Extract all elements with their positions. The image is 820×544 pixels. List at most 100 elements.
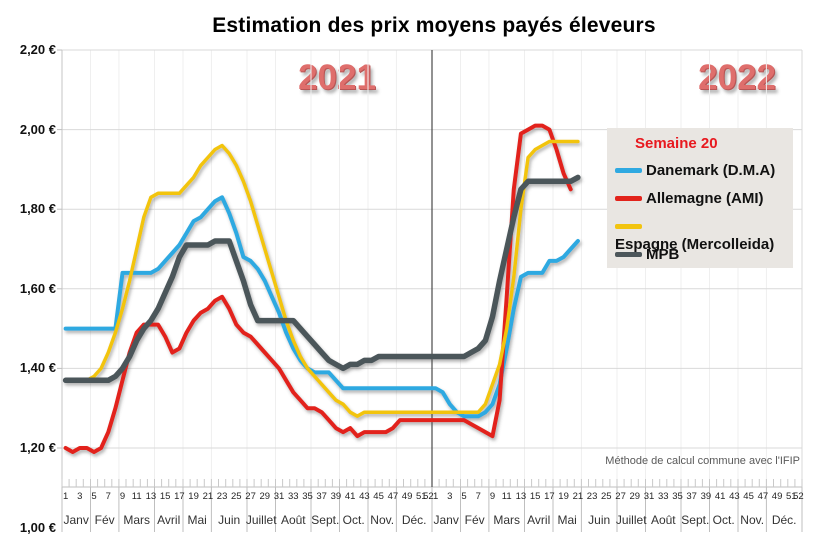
- month-label: Juin: [588, 513, 611, 527]
- legend-line-swatch-icon: [615, 224, 642, 230]
- week-number-label: 11: [131, 491, 142, 502]
- week-number-label: 17: [544, 491, 555, 502]
- week-number-label: 47: [757, 491, 769, 502]
- week-number-label: 45: [743, 491, 754, 502]
- week-number-label: 41: [714, 491, 726, 502]
- week-number-label: 31: [643, 491, 655, 502]
- week-number-label: 5: [461, 491, 467, 502]
- week-number-label: 33: [288, 491, 299, 502]
- legend-item-danemark-d-m-a: Danemark (D.M.A): [615, 162, 775, 184]
- week-number-label: 43: [359, 491, 370, 502]
- month-label: Fév: [464, 513, 485, 527]
- month-label: Mars: [493, 513, 521, 527]
- week-number-label: 21: [202, 491, 214, 502]
- week-number-label: 35: [302, 491, 313, 502]
- week-number-label: 37: [316, 491, 327, 502]
- legend-title-week: Semaine 20: [635, 135, 718, 152]
- week-number-label: 52: [793, 491, 804, 502]
- month-separators: [61, 487, 803, 532]
- month-label: Fév: [94, 513, 115, 527]
- week-number-label: 31: [273, 491, 285, 502]
- week-number-label: 39: [700, 491, 712, 502]
- month-label: Août: [280, 513, 306, 527]
- week-number-label: 52: [423, 491, 434, 502]
- week-number-label: 7: [105, 491, 111, 502]
- month-label: Janv: [63, 513, 89, 527]
- week-number-label: 19: [558, 491, 569, 502]
- y-axis-tick-label: 1,80 €: [19, 201, 56, 217]
- y-axis-tick-label: 2,20 €: [19, 42, 56, 57]
- legend-line-swatch-icon: [615, 168, 642, 174]
- legend-item-label: Danemark (D.M.A): [646, 162, 776, 180]
- week-number-label: 15: [159, 491, 171, 502]
- week-number-label: 45: [373, 491, 384, 502]
- series-line-mpb: [62, 174, 581, 384]
- legend-box: Semaine 20 Danemark (D.M.A) Allemagne (AM…: [607, 128, 793, 268]
- y-axis-tick-label: 1,20 €: [19, 440, 56, 455]
- week-number-label: 29: [629, 491, 641, 502]
- month-label: Mai: [187, 513, 207, 527]
- week-number-label: 19: [188, 491, 199, 502]
- week-number-label: 1: [62, 491, 69, 502]
- week-number-label: 5: [91, 491, 97, 502]
- week-number-label: 23: [216, 491, 228, 502]
- month-label: Avril: [157, 513, 181, 527]
- week-number-label: 15: [529, 491, 541, 502]
- chart-title: Estimation des prix moyens payés éleveur…: [212, 14, 656, 37]
- legend-item-label: MPB: [646, 246, 680, 264]
- week-number-label: 9: [489, 491, 496, 502]
- week-number-label: 51: [786, 491, 797, 502]
- series-lines: [62, 123, 581, 454]
- legend-line-swatch-icon: [615, 196, 642, 202]
- month-label: Juin: [218, 513, 241, 527]
- week-number-label: 13: [145, 491, 157, 502]
- month-label: Nov.: [740, 513, 765, 527]
- month-label: Nov.: [370, 513, 395, 527]
- week-number-label: 49: [771, 491, 783, 502]
- week-number-label: 25: [601, 491, 612, 502]
- week-number-label: 39: [330, 491, 342, 502]
- month-label: Août: [650, 513, 676, 527]
- series-line-danemark-d-m-a: [63, 195, 580, 419]
- week-number-label: 41: [344, 491, 356, 502]
- month-label: Oct.: [712, 513, 735, 527]
- legend-item-label: Espagne (Mercolleida): [615, 236, 775, 254]
- month-label: Juillet: [245, 513, 277, 527]
- month-gridlines: [90, 50, 767, 487]
- month-label: Déc.: [771, 513, 797, 527]
- month-label: Oct.: [342, 513, 365, 527]
- month-label: Juillet: [615, 513, 647, 527]
- plot-area: [57, 49, 803, 532]
- week-number-label: 47: [387, 491, 399, 502]
- week-number-label: 29: [259, 491, 271, 502]
- month-label: Déc.: [401, 513, 427, 527]
- week-number-label: 27: [245, 491, 256, 502]
- month-label: Avril: [527, 513, 551, 527]
- week-ticks: [61, 479, 803, 487]
- week-number-label: 17: [174, 491, 185, 502]
- legend-item-label: Allemagne (AMI): [646, 190, 764, 208]
- week-number-label: 1: [432, 491, 439, 502]
- week-number-label: 51: [416, 491, 427, 502]
- legend-item-allemagne-ami: Allemagne (AMI): [615, 190, 764, 212]
- week-number-label: 21: [572, 491, 584, 502]
- y-axis-tick-label: 1,00 €: [19, 519, 56, 535]
- month-label: Mars: [123, 513, 151, 527]
- legend-item-espagne-mercolleida: Espagne (Mercolleida): [615, 218, 793, 253]
- week-number-label: 49: [401, 491, 413, 502]
- week-number-label: 23: [586, 491, 598, 502]
- week-number-label: 37: [686, 491, 697, 502]
- week-number-label: 3: [77, 491, 83, 502]
- week-number-label: 11: [501, 491, 512, 502]
- week-number-label: 13: [515, 491, 527, 502]
- week-number-label: 27: [615, 491, 626, 502]
- y-axis-tick-label: 2,00 €: [19, 121, 56, 137]
- week-number-label: 9: [119, 491, 126, 502]
- week-number-label: 3: [447, 491, 453, 502]
- week-number-label: 7: [475, 491, 481, 502]
- month-label: Janv: [433, 513, 459, 527]
- y-axis-tick-label: 1,60 €: [19, 280, 56, 296]
- week-number-label: 35: [672, 491, 683, 502]
- legend-line-swatch-icon: [615, 252, 642, 258]
